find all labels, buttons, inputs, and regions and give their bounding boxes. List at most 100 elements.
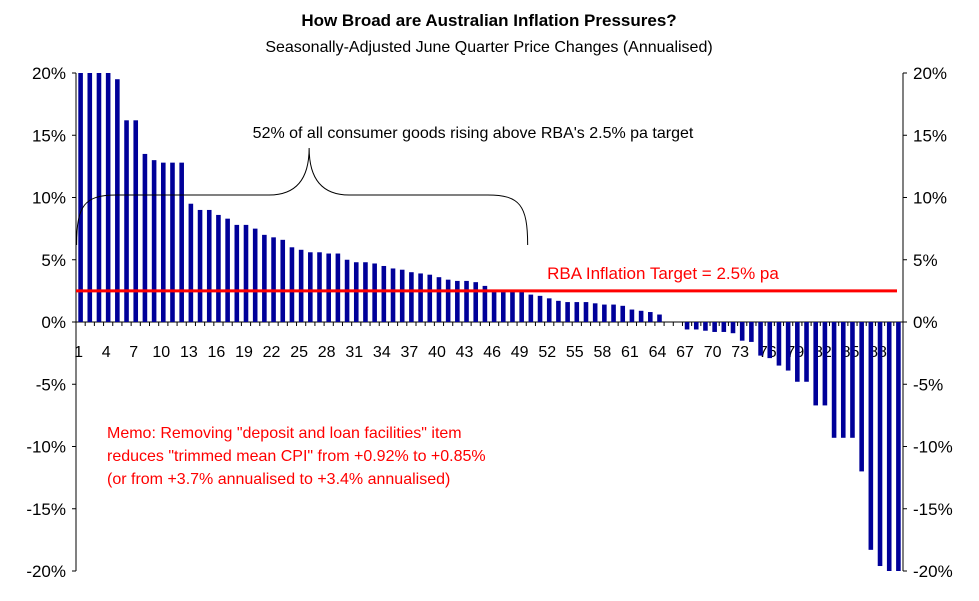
bar [684, 322, 690, 330]
bar [510, 290, 515, 322]
bar [739, 322, 745, 341]
bar [271, 237, 276, 322]
x-tick-label: 22 [263, 344, 281, 361]
brace-label: 52% of all consumer goods rising above R… [253, 125, 694, 142]
bar [381, 265, 387, 322]
bar [436, 277, 442, 322]
bar [243, 224, 249, 322]
bar [234, 224, 240, 322]
bar [785, 322, 791, 371]
left-y-tick-label: -20% [26, 562, 66, 581]
bar [721, 322, 727, 332]
x-tick-label: 49 [511, 344, 529, 361]
x-tick-label: 40 [428, 344, 446, 361]
left-y-tick-label: -10% [26, 438, 66, 457]
bar [546, 298, 552, 322]
bar [629, 309, 635, 322]
bar [583, 302, 589, 322]
bar [500, 290, 506, 322]
bar [886, 322, 892, 571]
bar [289, 247, 295, 322]
bar [877, 322, 883, 567]
bar [822, 322, 828, 406]
bar [151, 160, 157, 322]
bar [693, 322, 699, 330]
axes-layer: 20% 20% 15% 15% 10% 10% 5% 5% 0% 0% -5% -5% -10% -10%… [26, 64, 952, 581]
bar [758, 322, 763, 356]
bar [418, 273, 423, 322]
x-tick-label: 7 [129, 344, 138, 361]
bar [188, 203, 194, 322]
bar [390, 268, 396, 322]
bar [703, 322, 708, 331]
left-y-tick-label: 5% [41, 251, 66, 270]
bar [455, 280, 460, 322]
x-tick-label: 31 [345, 344, 363, 361]
bar [133, 120, 139, 322]
bar [611, 304, 616, 322]
x-tick-label: 61 [621, 344, 639, 361]
bar [142, 153, 148, 322]
bar [464, 280, 469, 322]
right-y-tick-label: 10% [913, 189, 947, 208]
bar [620, 305, 626, 322]
reference-line-label: RBA Inflation Target = 2.5% pa [547, 264, 779, 283]
memo-line-3: (or from +3.7% annualised to +3.4% annua… [107, 471, 450, 488]
x-tick-label: 67 [676, 344, 694, 361]
bar [308, 252, 313, 322]
bar [206, 209, 212, 322]
bar [262, 234, 267, 322]
bar [225, 218, 230, 322]
bar [491, 289, 497, 322]
bar [252, 228, 258, 322]
bar [712, 322, 717, 332]
bar [179, 162, 184, 322]
bar [216, 214, 221, 322]
left-y-tick-label: -5% [36, 375, 66, 394]
chart-subtitle: Seasonally-Adjusted June Quarter Price C… [265, 39, 712, 56]
bar [795, 322, 800, 382]
bar [804, 322, 809, 382]
bar [859, 322, 864, 472]
x-tick-label: 52 [538, 344, 556, 361]
x-tick-label: 4 [102, 344, 111, 361]
bar [280, 239, 286, 322]
bar [840, 322, 846, 438]
right-y-tick-label: 5% [913, 251, 938, 270]
bar [482, 285, 488, 322]
right-y-tick-label: -10% [913, 438, 953, 457]
bar [565, 302, 570, 322]
bar [592, 303, 598, 322]
bar [335, 253, 341, 322]
bar [537, 295, 543, 322]
x-tick-label: 73 [731, 344, 749, 361]
x-tick-label: 64 [649, 344, 667, 361]
bar [813, 322, 819, 406]
bar [298, 249, 304, 322]
right-y-tick-label: -20% [913, 562, 953, 581]
x-tick-label: 19 [235, 344, 253, 361]
bar [896, 322, 901, 571]
chart-title: How Broad are Australian Inflation Press… [301, 11, 676, 30]
left-y-tick-label: -15% [26, 500, 66, 519]
x-tick-label: 1 [74, 344, 83, 361]
x-tick-label: 46 [483, 344, 501, 361]
bar [124, 120, 129, 322]
bar [831, 322, 837, 438]
bar [776, 322, 782, 366]
bar [767, 322, 773, 359]
bar [556, 300, 561, 322]
bar [197, 209, 203, 322]
right-y-tick-label: 20% [913, 64, 947, 83]
bar [78, 73, 83, 322]
bar [574, 302, 580, 322]
bar [105, 73, 111, 322]
memo-line-1: Memo: Removing "deposit and loan facilit… [107, 425, 462, 442]
x-tick-label: 34 [373, 344, 391, 361]
bar [96, 73, 102, 322]
bar [602, 304, 607, 322]
bar [519, 290, 524, 322]
bar [409, 272, 414, 322]
right-y-tick-label: 0% [913, 313, 938, 332]
